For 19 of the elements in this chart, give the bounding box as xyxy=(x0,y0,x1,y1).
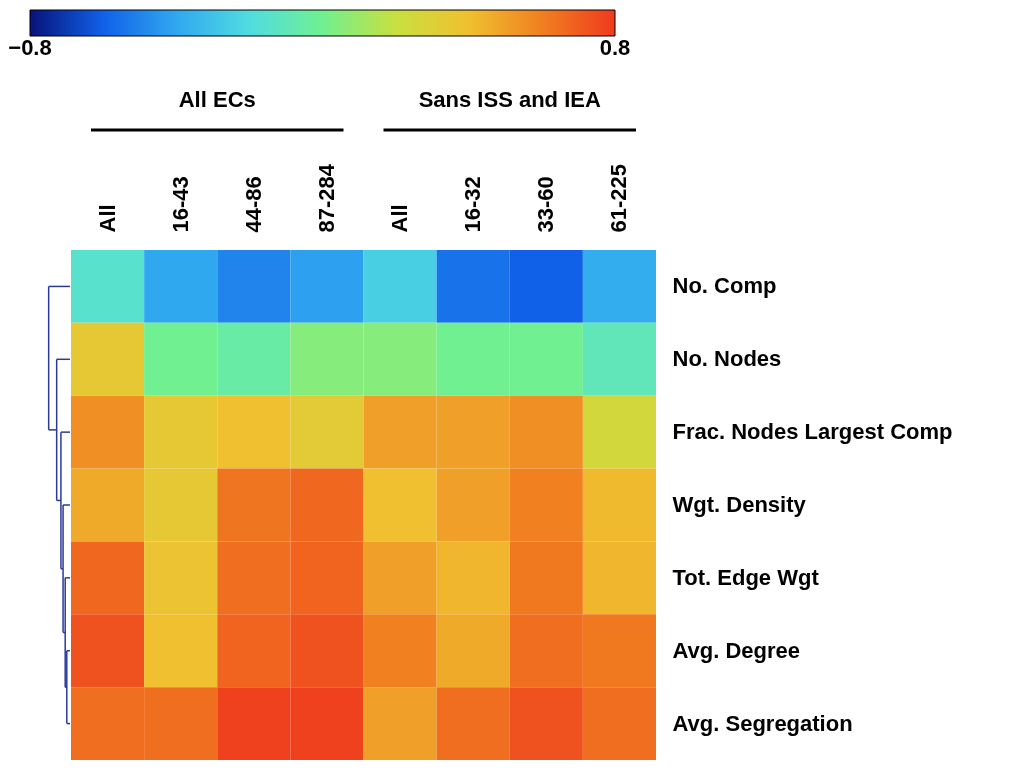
x-tick-label: All xyxy=(387,204,413,233)
y-tick-label: Avg. Segregation xyxy=(672,710,853,736)
y-tick-label: Wgt. Density xyxy=(672,492,807,517)
y-tick-label: No. Comp xyxy=(672,273,777,299)
x-tick-label: 44-86 xyxy=(240,176,266,233)
text: Sans ISS and IEA xyxy=(418,87,601,112)
y-tick-label: No. Nodes xyxy=(672,346,782,372)
x-tick-label: 16-32 xyxy=(460,176,486,233)
color-bar-label: 0.8 xyxy=(599,35,631,60)
color-bar-label: −0.8 xyxy=(8,35,52,60)
x-tick-label: 33-60 xyxy=(533,176,559,233)
text: All ECs xyxy=(178,87,256,112)
y-tick-label: Avg. Degree xyxy=(672,637,801,663)
y-tick-label: Tot. Edge Wgt xyxy=(672,564,820,590)
x-tick-label: All xyxy=(94,204,120,233)
x-tick-label: 87-284 xyxy=(313,163,339,233)
x-tick-label: 61-225 xyxy=(606,163,632,233)
y-tick-label: Frac. Nodes Largest Comp xyxy=(672,419,953,445)
x-tick-label: 16-43 xyxy=(167,176,193,233)
